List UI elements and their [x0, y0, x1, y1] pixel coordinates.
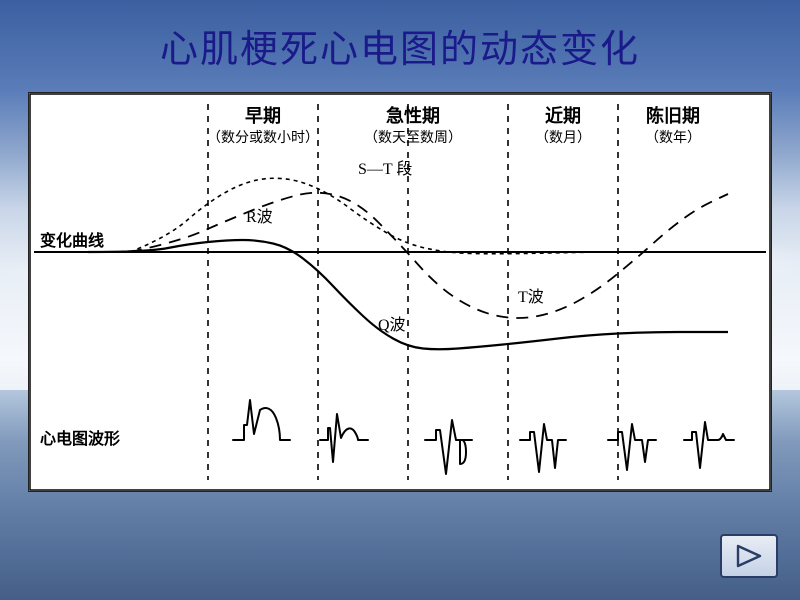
svg-text:S—T 段: S—T 段: [358, 160, 412, 178]
svg-text:变化曲线: 变化曲线: [40, 231, 104, 250]
svg-text:陈旧期: 陈旧期: [646, 105, 700, 126]
svg-text:Q波: Q波: [378, 316, 406, 334]
svg-text:T波: T波: [518, 288, 544, 306]
slide-root: 心肌梗死心电图的动态变化 早期 （数分或数小时） 急性期 （数天至数周） 近期 （数月） 陈…: [0, 0, 800, 600]
svg-text:（数年）: （数年）: [645, 130, 701, 146]
slide-title: 心肌梗死心电图的动态变化: [0, 18, 800, 73]
svg-text:心电图波形: 心电图波形: [40, 429, 120, 448]
diagram-svg: 早期 （数分或数小时） 急性期 （数天至数周） 近期 （数月） 陈旧期 （数年） 变化曲线 S—T…: [28, 92, 772, 492]
svg-text:（数天至数周）: （数天至数周）: [364, 130, 462, 146]
svg-text:R波: R波: [246, 208, 273, 226]
diagram-panel: 早期 （数分或数小时） 急性期 （数天至数周） 近期 （数月） 陈旧期 （数年） 变化曲线 S—T…: [28, 92, 772, 492]
svg-text:（数月）: （数月）: [535, 130, 591, 146]
play-icon: [734, 544, 764, 568]
svg-text:急性期: 急性期: [386, 105, 440, 126]
svg-text:（数分或数小时）: （数分或数小时）: [207, 130, 319, 146]
svg-text:早期: 早期: [245, 106, 281, 126]
next-button[interactable]: [720, 534, 778, 578]
svg-text:近期: 近期: [545, 105, 581, 126]
